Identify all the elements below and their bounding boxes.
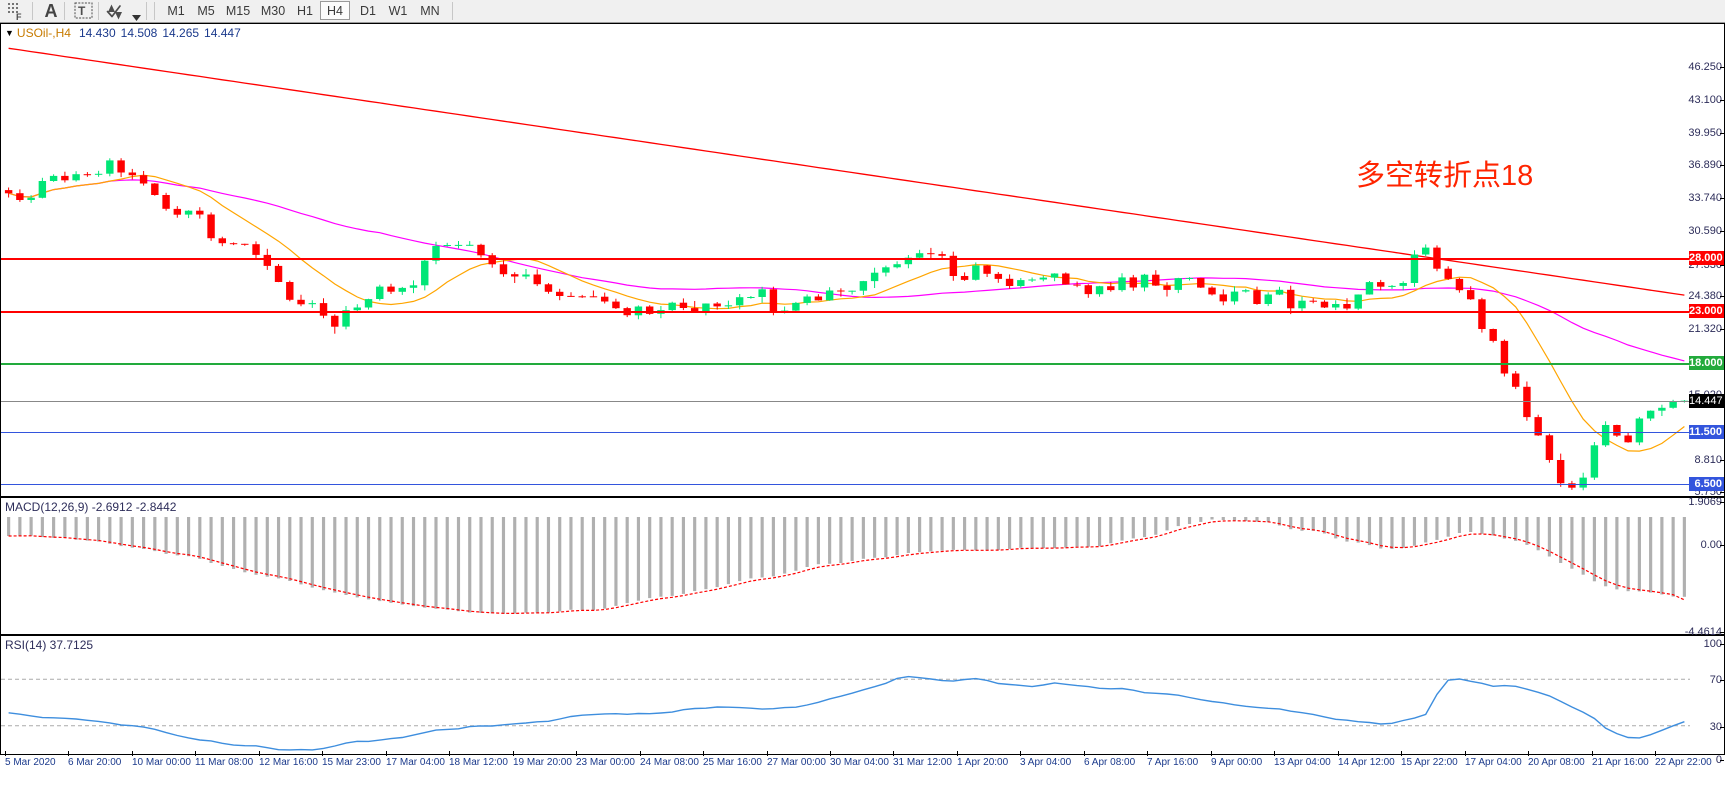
svg-text:F: F [16, 12, 22, 21]
svg-text:T: T [78, 4, 86, 18]
